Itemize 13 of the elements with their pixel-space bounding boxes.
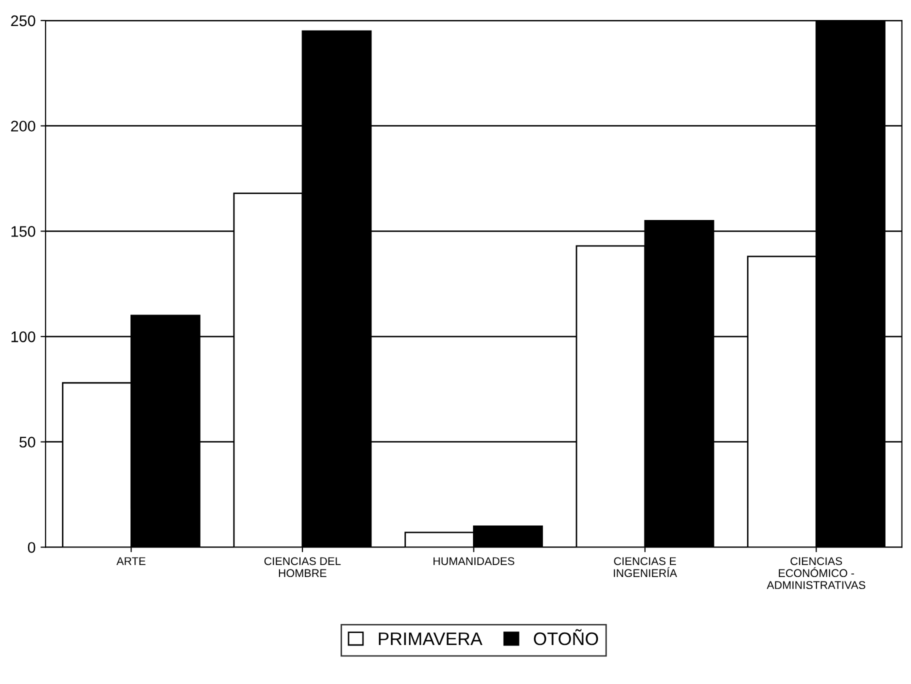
y-tick-label: 200: [11, 120, 36, 132]
y-tick-label: 0: [28, 542, 36, 553]
legend-label: PRIMAVERA: [378, 632, 482, 646]
x-tick-label: HUMANIDADES: [434, 557, 514, 566]
y-tick-label: 100: [12, 331, 36, 342]
y-tick-label: 250: [11, 15, 36, 26]
y-tick-label: 50: [19, 436, 36, 448]
x-tick-label: ARTE: [116, 557, 146, 565]
x-tick-label: CIENCIAS ECONÓMICO - ADMINISTRATIVAS: [766, 557, 866, 590]
legend-label: OTOÑO: [534, 629, 598, 646]
x-tick-label: CIENCIAS DEL HOMBRE: [264, 557, 341, 578]
x-tick-label: CIENCIAS E INGENIERÍA: [614, 557, 678, 578]
y-tick-label: 150: [12, 226, 36, 237]
